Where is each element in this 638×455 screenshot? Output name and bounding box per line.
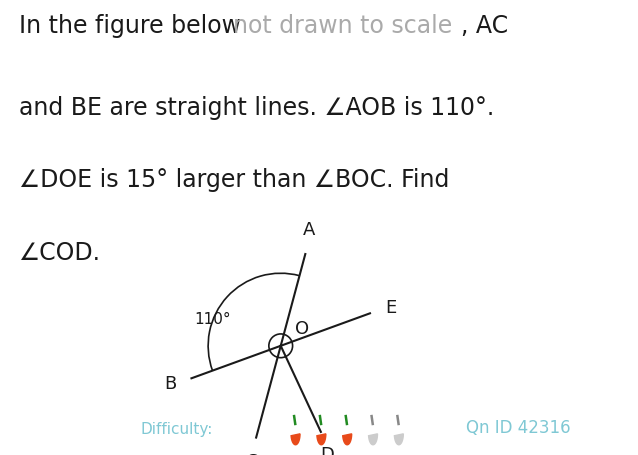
Text: C: C xyxy=(246,453,258,455)
Text: In the figure below: In the figure below xyxy=(19,14,249,38)
Text: , AC: , AC xyxy=(461,14,508,38)
Polygon shape xyxy=(369,434,378,445)
Text: O: O xyxy=(295,320,309,338)
Text: ∠DOE is 15° larger than ∠BOC. Find: ∠DOE is 15° larger than ∠BOC. Find xyxy=(19,168,450,192)
Text: E: E xyxy=(385,299,396,317)
Text: and BE are straight lines. ∠AOB is 110°.: and BE are straight lines. ∠AOB is 110°. xyxy=(19,96,494,120)
Polygon shape xyxy=(317,434,326,445)
Text: Difficulty:: Difficulty: xyxy=(140,423,212,437)
Text: A: A xyxy=(303,221,316,239)
Text: Qn ID 42316: Qn ID 42316 xyxy=(466,419,570,437)
Text: B: B xyxy=(165,375,177,393)
Text: 110°: 110° xyxy=(194,312,230,327)
Polygon shape xyxy=(291,434,300,445)
Polygon shape xyxy=(394,434,403,445)
Polygon shape xyxy=(343,434,352,445)
Text: not drawn to scale: not drawn to scale xyxy=(233,14,452,38)
Text: ∠COD.: ∠COD. xyxy=(19,241,101,265)
Text: D: D xyxy=(321,446,334,455)
